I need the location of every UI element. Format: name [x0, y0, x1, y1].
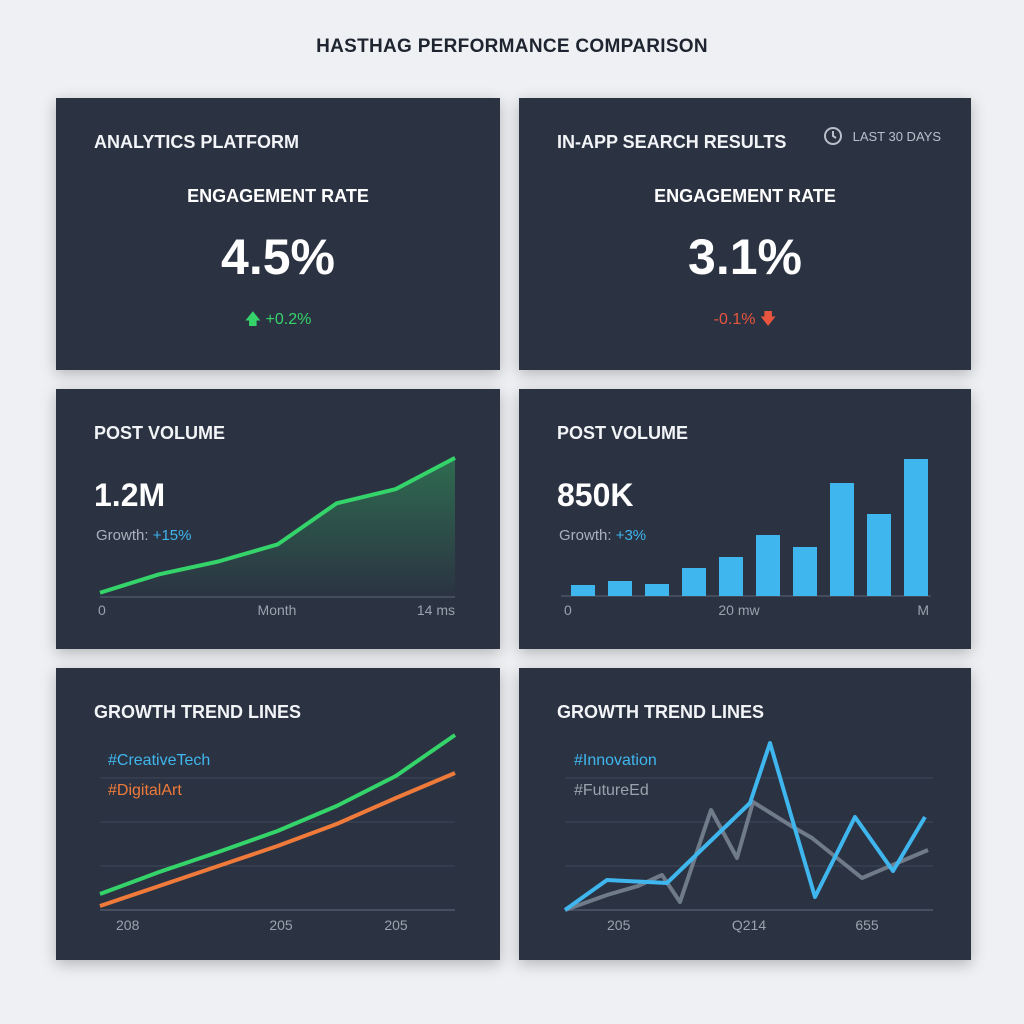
x-tick-label: 655 — [855, 917, 879, 933]
card-title: POST VOLUME — [94, 423, 226, 443]
clock-icon — [823, 127, 842, 145]
time-range[interactable]: LAST 30 DAYS — [823, 126, 941, 146]
metric-label: ENGAGEMENT RATE — [187, 186, 369, 206]
x-tick-label: Q214 — [732, 917, 766, 933]
metric-value: 1.2M — [94, 477, 166, 513]
metric-value: 3.1% — [688, 229, 802, 285]
x-tick-label: 0 — [98, 602, 106, 618]
x-tick-label: 14 ms — [417, 602, 455, 618]
legend-creativetech: #CreativeTech — [108, 752, 211, 769]
series-line — [99, 733, 457, 896]
legend-innovation: #Innovation — [574, 752, 657, 769]
page-title: HASTHAG PERFORMANCE COMPARISON — [316, 36, 708, 57]
area-fill — [100, 457, 455, 597]
growth-label: Growth: — [559, 527, 612, 544]
bar — [682, 568, 706, 596]
card-growth-left: 208 205 205 GROWTH TREND LINES #CreativeTe… — [56, 668, 500, 960]
card-growth-right: 205 Q214 655 GROWTH TREND LINES #Innovatio… — [519, 668, 971, 960]
time-range-label: LAST 30 DAYS — [852, 128, 941, 144]
growth: Growth: +3% — [559, 527, 646, 544]
growth-value: +3% — [615, 527, 647, 544]
arrow-down-icon: 🡇 — [759, 311, 777, 328]
growth-value: +15% — [152, 527, 192, 544]
bar — [756, 535, 780, 596]
bar — [645, 584, 669, 596]
line-chart: 205 Q214 655 — [563, 741, 933, 933]
metric-label: ENGAGEMENT RATE — [654, 186, 836, 206]
line-chart: 208 205 205 — [99, 733, 457, 933]
series-line — [99, 771, 456, 908]
x-tick-label: 205 — [607, 917, 631, 933]
delta: 🡅 +0.2% — [56, 308, 500, 335]
metric-value: 850K — [557, 477, 634, 513]
card-search-engagement: IN-APP SEARCH RESULTS LAST 30 DAYS ENGAG… — [519, 98, 971, 370]
x-tick-label: 205 — [269, 917, 293, 933]
area-chart: 0 Month 14 ms — [98, 456, 456, 618]
card-title: GROWTH TREND LINES — [94, 702, 301, 722]
series-line — [563, 741, 927, 912]
card-title: ANALYTICS PLATFORM — [94, 132, 299, 152]
card-post-volume-left: 0 Month 14 ms POST VOLUME 1.2M Growth: +15… — [56, 389, 500, 649]
x-tick-label: M — [917, 602, 929, 618]
card-title: IN-APP SEARCH RESULTS — [557, 132, 787, 152]
bar — [571, 585, 595, 596]
growth: Growth: +15% — [96, 527, 191, 544]
bar — [904, 459, 928, 596]
series-line — [564, 800, 929, 912]
x-tick-label: 20 mw — [718, 602, 760, 618]
delta-value: +0.2% — [265, 311, 312, 328]
bar — [830, 483, 854, 596]
x-tick-label: 205 — [384, 917, 408, 933]
bar — [793, 547, 817, 596]
card-title: POST VOLUME — [557, 423, 689, 443]
x-tick-label: 0 — [564, 602, 572, 618]
bar — [719, 557, 743, 596]
x-tick-label: 208 — [116, 917, 140, 933]
series-line — [99, 456, 456, 595]
bar — [867, 514, 891, 596]
x-tick-label: Month — [258, 602, 297, 618]
metric-value: 4.5% — [221, 229, 335, 285]
delta-value: -0.1% — [713, 311, 756, 328]
legend-digitalart: #DigitalArt — [108, 782, 182, 799]
card-post-volume-right: 0 20 mw M POST VOLUME 850K Growth: +3% — [519, 389, 971, 649]
bar-chart: 0 20 mw M — [561, 459, 931, 618]
card-analytics-engagement: ANALYTICS PLATFORM ENGAGEMENT RATE 4.5% … — [56, 98, 500, 370]
growth-label: Growth: — [96, 527, 149, 544]
arrow-up-icon: 🡅 — [244, 311, 262, 328]
delta: -0.1% 🡇 — [519, 308, 971, 335]
card-title: GROWTH TREND LINES — [557, 702, 764, 722]
legend-futureed: #FutureEd — [574, 782, 649, 799]
bar — [608, 581, 632, 596]
